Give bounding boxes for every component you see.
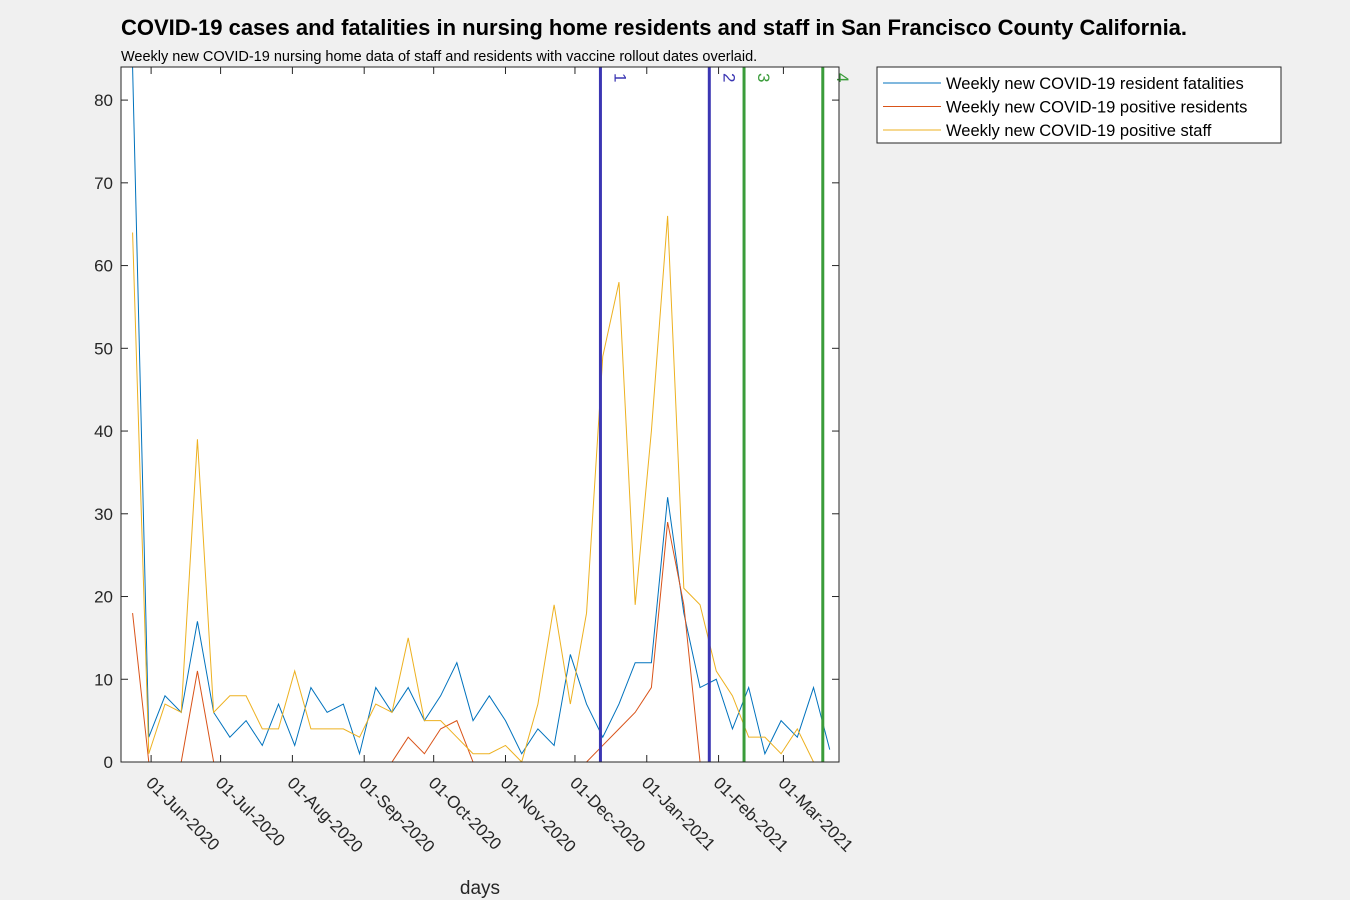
legend-label-1: Weekly new COVID-19 resident fatalities xyxy=(946,75,1244,93)
vaccine-rollout-label-2: 2 xyxy=(719,73,738,82)
y-tick-label: 10 xyxy=(94,670,113,689)
chart-title: COVID-19 cases and fatalities in nursing… xyxy=(121,15,1187,40)
series-lines xyxy=(132,67,831,762)
y-tick-label: 0 xyxy=(104,753,113,772)
plot-area xyxy=(121,67,839,762)
vaccine-rollout-label-1: 1 xyxy=(610,73,629,82)
y-axis: 0 10 20 30 40 50 60 70 80 xyxy=(94,91,839,772)
y-tick-label: 60 xyxy=(94,257,113,276)
y-tick-label: 40 xyxy=(94,422,113,441)
vaccine-rollout-label-3: 3 xyxy=(754,73,773,82)
plot-frame xyxy=(120,66,840,763)
chart-subtitle: Weekly new COVID-19 nursing home data of… xyxy=(121,49,757,65)
y-tick-label: 20 xyxy=(94,588,113,607)
series-line-3 xyxy=(132,215,830,762)
legend-label-2: Weekly new COVID-19 positive residents xyxy=(946,99,1247,117)
vaccine-rollout-label-4: 4 xyxy=(833,73,852,82)
plot-content xyxy=(132,67,831,762)
vaccine-rollout-lines xyxy=(598,67,825,762)
y-tick-label: 30 xyxy=(94,505,113,524)
legend: Weekly new COVID-19 resident fatalities W… xyxy=(876,66,1282,144)
y-tick-label: 50 xyxy=(94,339,113,358)
legend-box xyxy=(876,66,1282,144)
series-line-1 xyxy=(132,67,831,756)
y-tick-label: 80 xyxy=(94,91,113,110)
x-axis-label: days xyxy=(460,878,500,899)
legend-label-3: Weekly new COVID-19 positive staff xyxy=(946,122,1212,140)
y-tick-label: 70 xyxy=(94,174,113,193)
vaccine-rollout-labels: 1 2 3 4 xyxy=(610,73,851,82)
